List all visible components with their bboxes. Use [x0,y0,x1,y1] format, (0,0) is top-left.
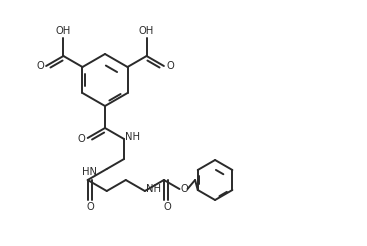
Text: O: O [87,202,95,212]
Text: HN: HN [82,167,97,177]
Text: O: O [181,184,188,194]
Text: OH: OH [139,26,154,36]
Text: NH: NH [124,132,139,142]
Text: NH: NH [146,184,161,194]
Text: OH: OH [56,26,71,36]
Text: O: O [78,134,86,144]
Text: O: O [36,61,44,71]
Text: O: O [166,61,174,71]
Text: O: O [163,202,171,212]
